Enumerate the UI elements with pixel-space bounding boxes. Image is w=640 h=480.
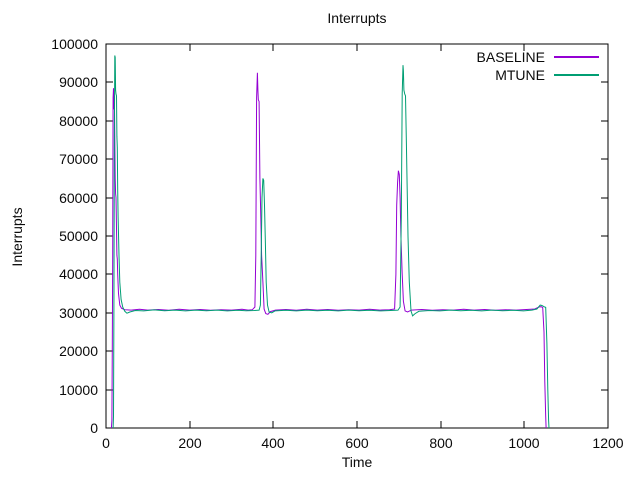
y-axis-label: Interrupts [9,207,25,267]
x-tick-label: 600 [345,435,369,451]
x-tick-label: 800 [429,435,453,451]
x-tick-label: 0 [102,435,110,451]
y-tick-label: 60000 [59,190,98,206]
legend-entry-mtune: MTUNE [477,66,599,83]
legend-entry-baseline: BASELINE [476,48,599,65]
x-tick-label: 1000 [508,435,539,451]
legend-line-baseline [554,55,599,58]
x-tick-label: 200 [178,435,202,451]
series-line-mtune [112,55,550,429]
y-tick-label: 80000 [59,113,98,129]
y-tick-label: 0 [90,420,98,436]
y-tick-label: 20000 [59,343,98,359]
x-tick-label: 400 [261,435,285,451]
legend-line-mtune [554,73,599,76]
legend: BASELINE MTUNE [476,48,599,83]
y-tick-label: 30000 [59,305,98,321]
plot-border [105,43,609,429]
y-tick-label: 90000 [59,74,98,90]
series-line-baseline [110,72,547,429]
x-tick-label: 1200 [592,435,623,451]
y-tick-label: 10000 [59,382,98,398]
chart-title: Interrupts [327,10,387,26]
y-tick-label: 50000 [59,228,98,244]
legend-label-mtune: MTUNE [495,66,545,83]
y-tick-label: 40000 [59,266,98,282]
x-axis-label: Time [341,454,373,470]
y-tick-label: 100000 [51,36,98,52]
legend-label-baseline: BASELINE [476,48,545,65]
y-tick-label: 70000 [59,151,98,167]
